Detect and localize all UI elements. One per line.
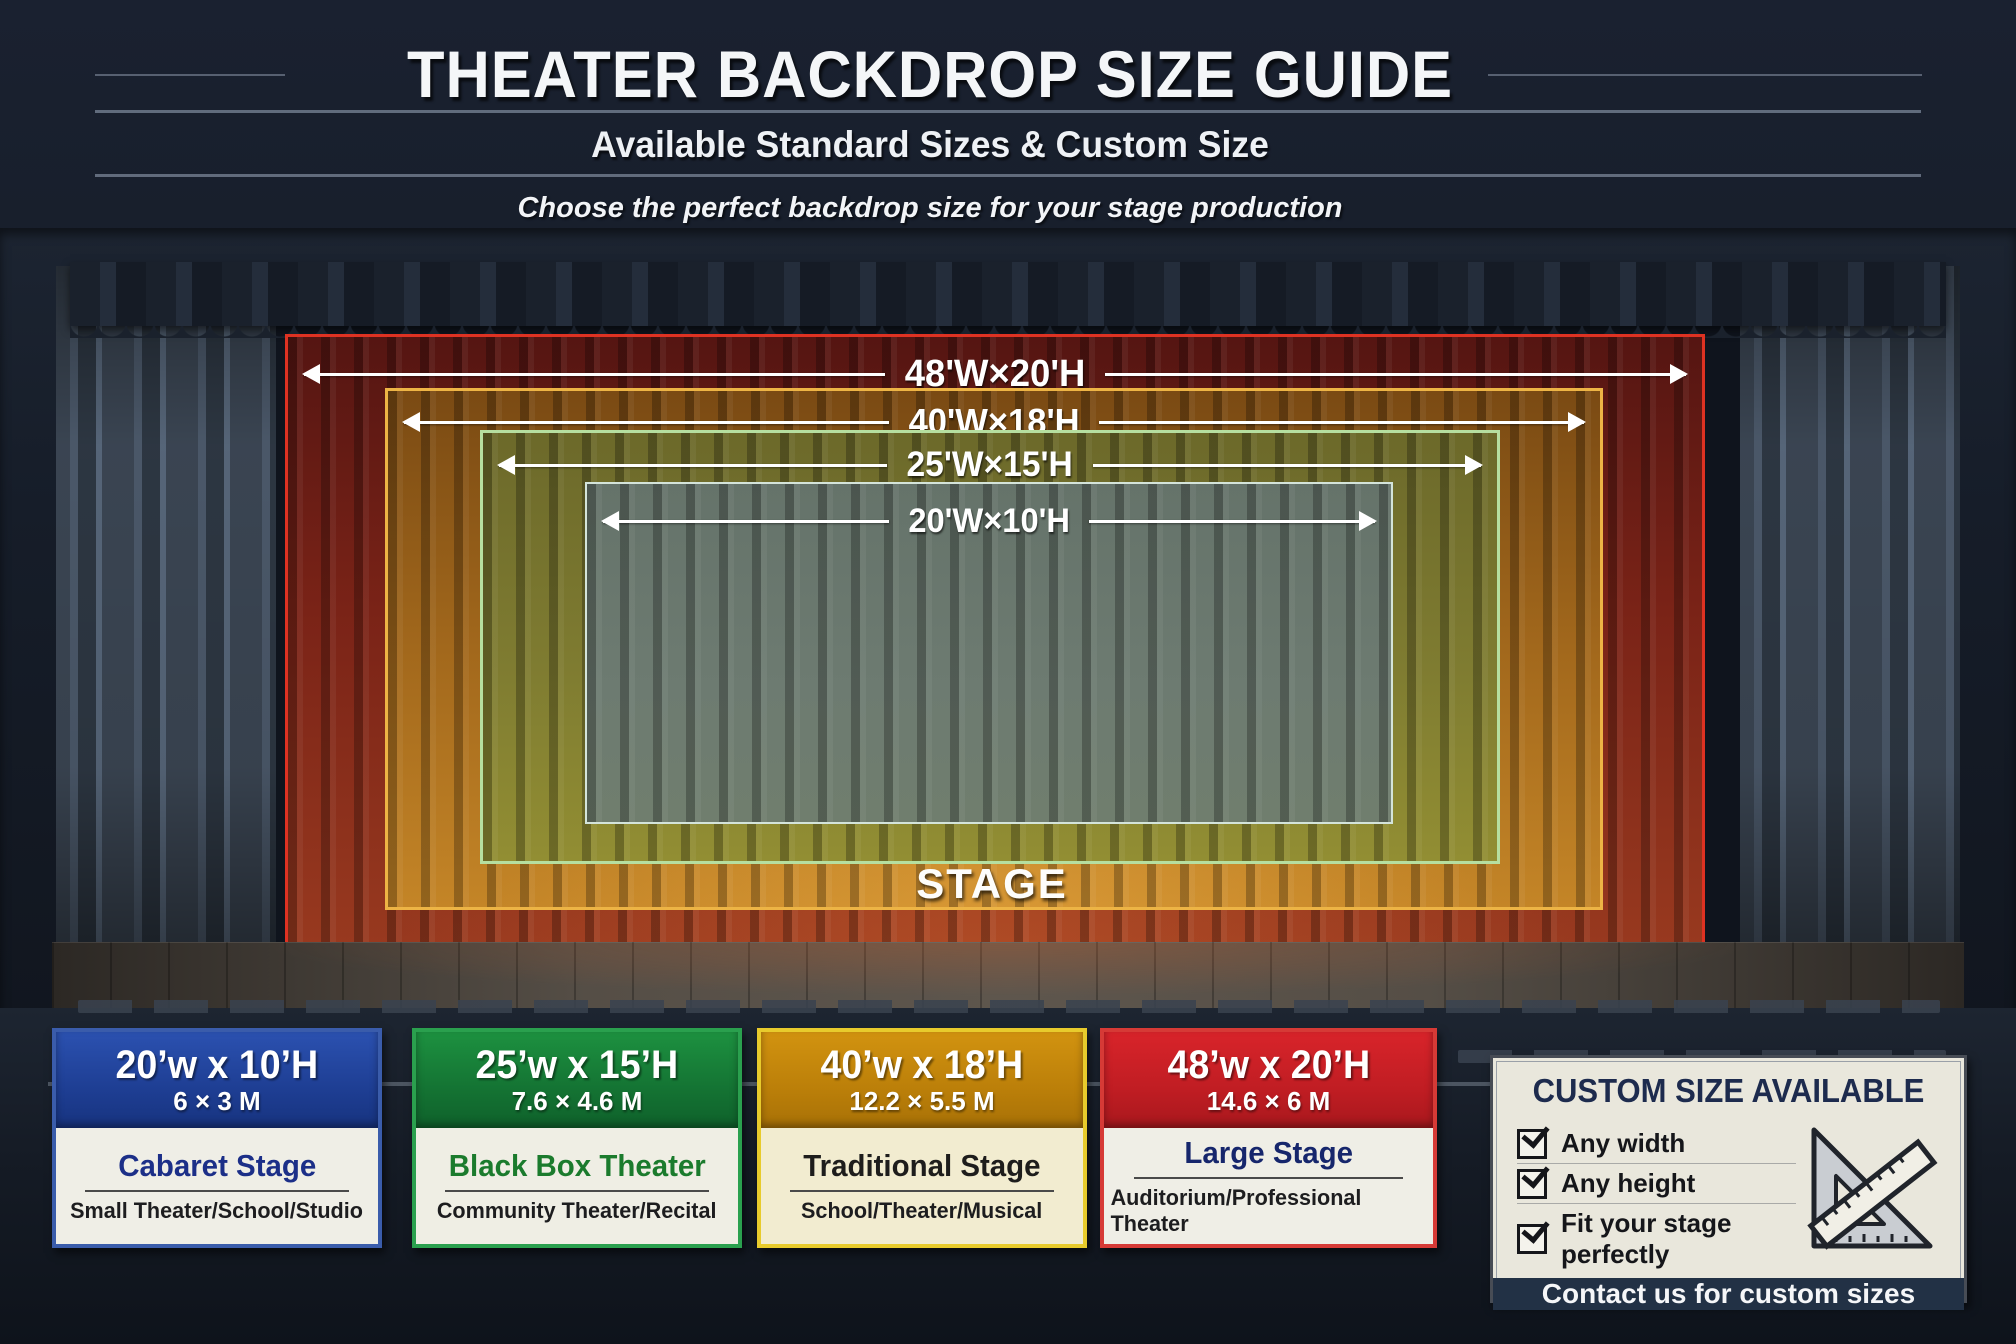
- size-card-header: 48’w x 20’H 14.6 × 6 M: [1104, 1032, 1433, 1128]
- size-dimensions: 40’w x 18’H: [820, 1042, 1024, 1087]
- size-card-header: 25’w x 15’H 7.6 × 4.6 M: [416, 1032, 738, 1128]
- size-card-header: 40’w x 18’H 12.2 × 5.5 M: [761, 1032, 1083, 1128]
- stage-use-text: School/Theater/Musical: [801, 1198, 1043, 1223]
- card-divider: [789, 1190, 1055, 1192]
- dimension-row-25x15: 25'W×15'H: [496, 445, 1484, 485]
- stage-curtain-left: [56, 266, 276, 982]
- checkbox-checked-icon: [1517, 1224, 1547, 1254]
- feature-label: Any width: [1561, 1128, 1686, 1158]
- stage-type-name: Cabaret Stage: [117, 1148, 317, 1183]
- size-card-cabaret: 20’w x 10’H 6 × 3 M Cabaret Stage Small …: [52, 1028, 382, 1248]
- backdrop-20x10: 20'W×10'H: [585, 482, 1393, 824]
- stage-type-name: Large Stage: [1184, 1135, 1353, 1170]
- arrow-right-icon: [1092, 454, 1484, 475]
- size-dimensions: 25’w x 15’H: [475, 1042, 679, 1087]
- header-divider-top: [95, 110, 1921, 113]
- header-divider-bottom: [95, 174, 1921, 177]
- size-metric: 12.2 × 5.5 M: [849, 1085, 995, 1116]
- stage-label: STAGE: [916, 860, 1068, 907]
- arrow-right-icon: [1089, 511, 1377, 531]
- arrow-left-icon: [496, 454, 888, 475]
- arrow-right-icon: [1105, 364, 1688, 384]
- feature-fit-stage: Fit your stage perfectly: [1517, 1204, 1796, 1274]
- stage-use-text: Auditorium/Professional Theater: [1110, 1185, 1362, 1236]
- stage-use-text: Community Theater/Recital: [437, 1198, 717, 1223]
- feature-any-width: Any width: [1517, 1124, 1796, 1164]
- size-card-traditional: 40’w x 18’H 12.2 × 5.5 M Traditional Sta…: [757, 1028, 1087, 1248]
- backdrop-20x10-label: 20'W×10'H: [908, 502, 1070, 540]
- stage-curtain-right: [1740, 266, 1960, 982]
- stage-type-name: Traditional Stage: [803, 1148, 1041, 1183]
- size-card-black-box: 25’w x 15’H 7.6 × 4.6 M Black Box Theate…: [412, 1028, 742, 1248]
- page-subtitle: Available Standard Sizes & Custom Size: [591, 124, 1269, 165]
- custom-size-card: CUSTOM SIZE AVAILABLE Any width Any heig…: [1490, 1055, 1967, 1310]
- dimension-row-20x10: 20'W×10'H: [601, 502, 1377, 541]
- backdrop-25x15-label: 25'W×15'H: [906, 445, 1074, 484]
- checkbox-checked-icon: [1517, 1128, 1547, 1159]
- size-card-large: 48’w x 20’H 14.6 × 6 M Large Stage Audit…: [1100, 1028, 1437, 1248]
- feature-any-height: Any height: [1517, 1164, 1796, 1204]
- card-divider: [444, 1190, 710, 1192]
- title-flourish-line-right: [1488, 74, 1922, 76]
- card-divider: [84, 1190, 350, 1192]
- checkbox-checked-icon: [1517, 1168, 1547, 1199]
- size-metric: 6 × 3 M: [173, 1085, 261, 1116]
- feature-label: Any height: [1561, 1168, 1696, 1198]
- size-card-header: 20’w x 10’H 6 × 3 M: [56, 1032, 378, 1128]
- arrow-left-icon: [601, 511, 889, 531]
- size-metric: 7.6 × 4.6 M: [511, 1085, 643, 1116]
- size-metric: 14.6 × 6 M: [1206, 1085, 1331, 1116]
- stage-floor: [52, 942, 1964, 1011]
- size-dimensions: 20’w x 10’H: [115, 1042, 319, 1087]
- arrow-left-icon: [302, 364, 885, 384]
- arrow-right-icon: [1099, 411, 1586, 432]
- drafting-tools-icon: [1796, 1124, 1946, 1274]
- arrow-left-icon: [402, 411, 889, 432]
- custom-card-footer: Contact us for custom sizes: [1493, 1278, 1964, 1310]
- stage-use-text: Small Theater/School/Studio: [70, 1198, 364, 1223]
- stage-valance-curtain: [70, 262, 1946, 338]
- stage-type-name: Black Box Theater: [448, 1148, 706, 1183]
- custom-card-title: CUSTOM SIZE AVAILABLE: [1532, 1072, 1925, 1109]
- size-dimensions: 48’w x 20’H: [1167, 1042, 1370, 1087]
- page-title: THEATER BACKDROP SIZE GUIDE: [407, 37, 1453, 111]
- title-flourish-line-left: [95, 74, 285, 76]
- fascia-slat-row-upper: [78, 1000, 1940, 1013]
- feature-label: Fit your stage perfectly: [1561, 1208, 1732, 1269]
- card-divider: [1133, 1177, 1404, 1179]
- tagline: Choose the perfect backdrop size for you…: [517, 192, 1343, 224]
